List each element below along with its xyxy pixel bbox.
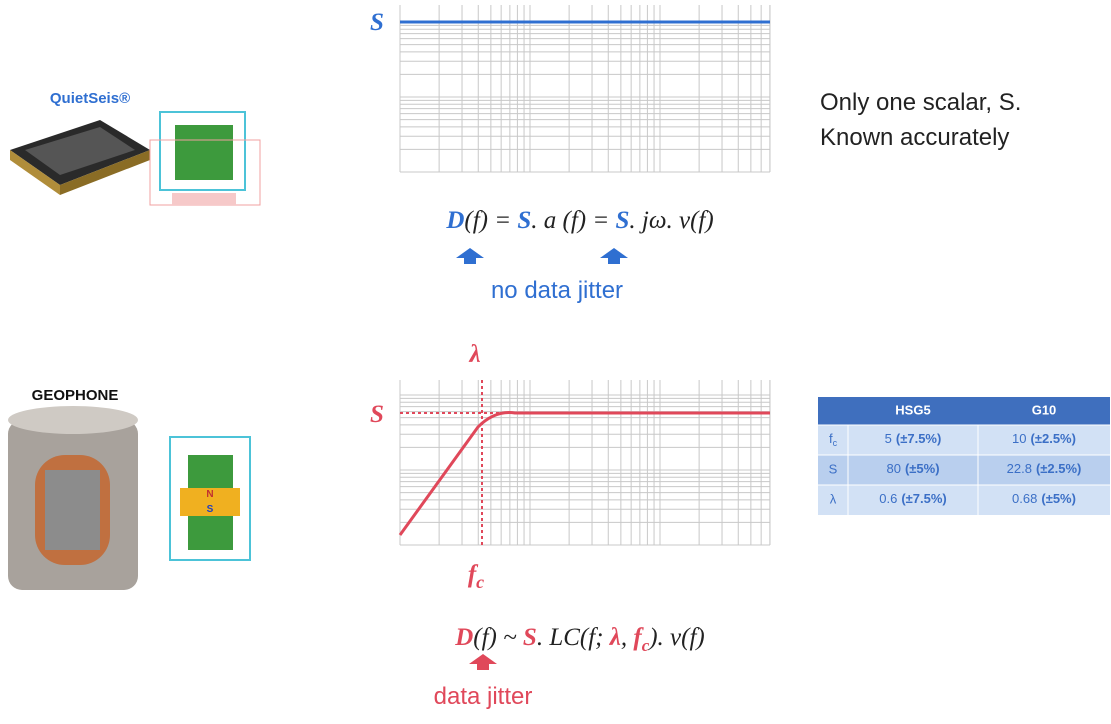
svg-text:N: N — [206, 489, 213, 500]
cell-part: (±7.5%) — [901, 491, 946, 506]
geophone-image — [8, 406, 138, 590]
cell-part: 10 — [1012, 431, 1026, 446]
formula: D(f) = S. a (f) = S. jω. v(f) — [445, 207, 713, 234]
chip-image — [10, 120, 150, 195]
arrow — [456, 248, 484, 264]
formula: D(f) ~ S. LC(f; λ, fc). v(f) — [454, 624, 705, 655]
header-cell: G10 — [1032, 402, 1057, 417]
cell-part: 0.68 — [1012, 491, 1037, 506]
table-row — [818, 485, 1110, 515]
cell-part: (±2.5%) — [1031, 431, 1076, 446]
cell-part: c — [833, 438, 838, 448]
lambda-label: λ — [468, 341, 480, 368]
table-cell: λ — [830, 491, 837, 506]
comment: Known accurately — [820, 124, 1009, 151]
device-label: QuietSeis® — [50, 90, 130, 107]
table-cell: 0.6 (±7.5%) — [879, 491, 947, 506]
table-cell: 5 (±7.5%) — [885, 431, 942, 446]
table-cell: 0.68 (±5%) — [1012, 491, 1076, 506]
cell-part: 22.8 — [1007, 461, 1032, 476]
table-cell: 22.8 (±2.5%) — [1007, 461, 1082, 476]
cell-part: (±5%) — [905, 461, 940, 476]
cell-part: (±5%) — [1041, 491, 1076, 506]
cell-part: 80 — [886, 461, 900, 476]
fc-label: fc — [468, 561, 484, 592]
arrow — [469, 654, 497, 670]
log-grid — [399, 380, 771, 546]
table-cell: 80 (±5%) — [886, 461, 939, 476]
cell-part: 5 — [885, 431, 892, 446]
log-grid — [399, 5, 771, 173]
note: data jitter — [434, 683, 533, 710]
table-cell: fc — [829, 431, 838, 448]
table-cell: S — [829, 461, 838, 476]
cell-part: 0.6 — [879, 491, 897, 506]
header-row — [818, 397, 1110, 425]
device-label: GEOPHONE — [32, 387, 119, 404]
axis-label: S — [370, 9, 384, 36]
magnet-diagram: N S — [169, 436, 251, 561]
table-cell: 10 (±2.5%) — [1012, 431, 1076, 446]
cell-part: (±7.5%) — [896, 431, 941, 446]
table-row — [818, 455, 1110, 485]
svg-text:S: S — [207, 504, 214, 515]
cell-part: (±2.5%) — [1036, 461, 1081, 476]
note: no data jitter — [491, 277, 623, 304]
table-row — [818, 425, 1110, 455]
response-curve — [398, 411, 770, 536]
arrow — [600, 248, 628, 264]
mass-diagram — [149, 111, 261, 206]
cell-part: f — [829, 431, 833, 446]
axis-label: S — [370, 401, 384, 428]
comment: Only one scalar, S. — [820, 89, 1021, 116]
header-cell: HSG5 — [895, 402, 930, 417]
table: HSG5 G10 fc 5 (±7.5%) 10 (±2.5%) S 80 (±5%) 22.8 (±… — [818, 397, 1110, 515]
